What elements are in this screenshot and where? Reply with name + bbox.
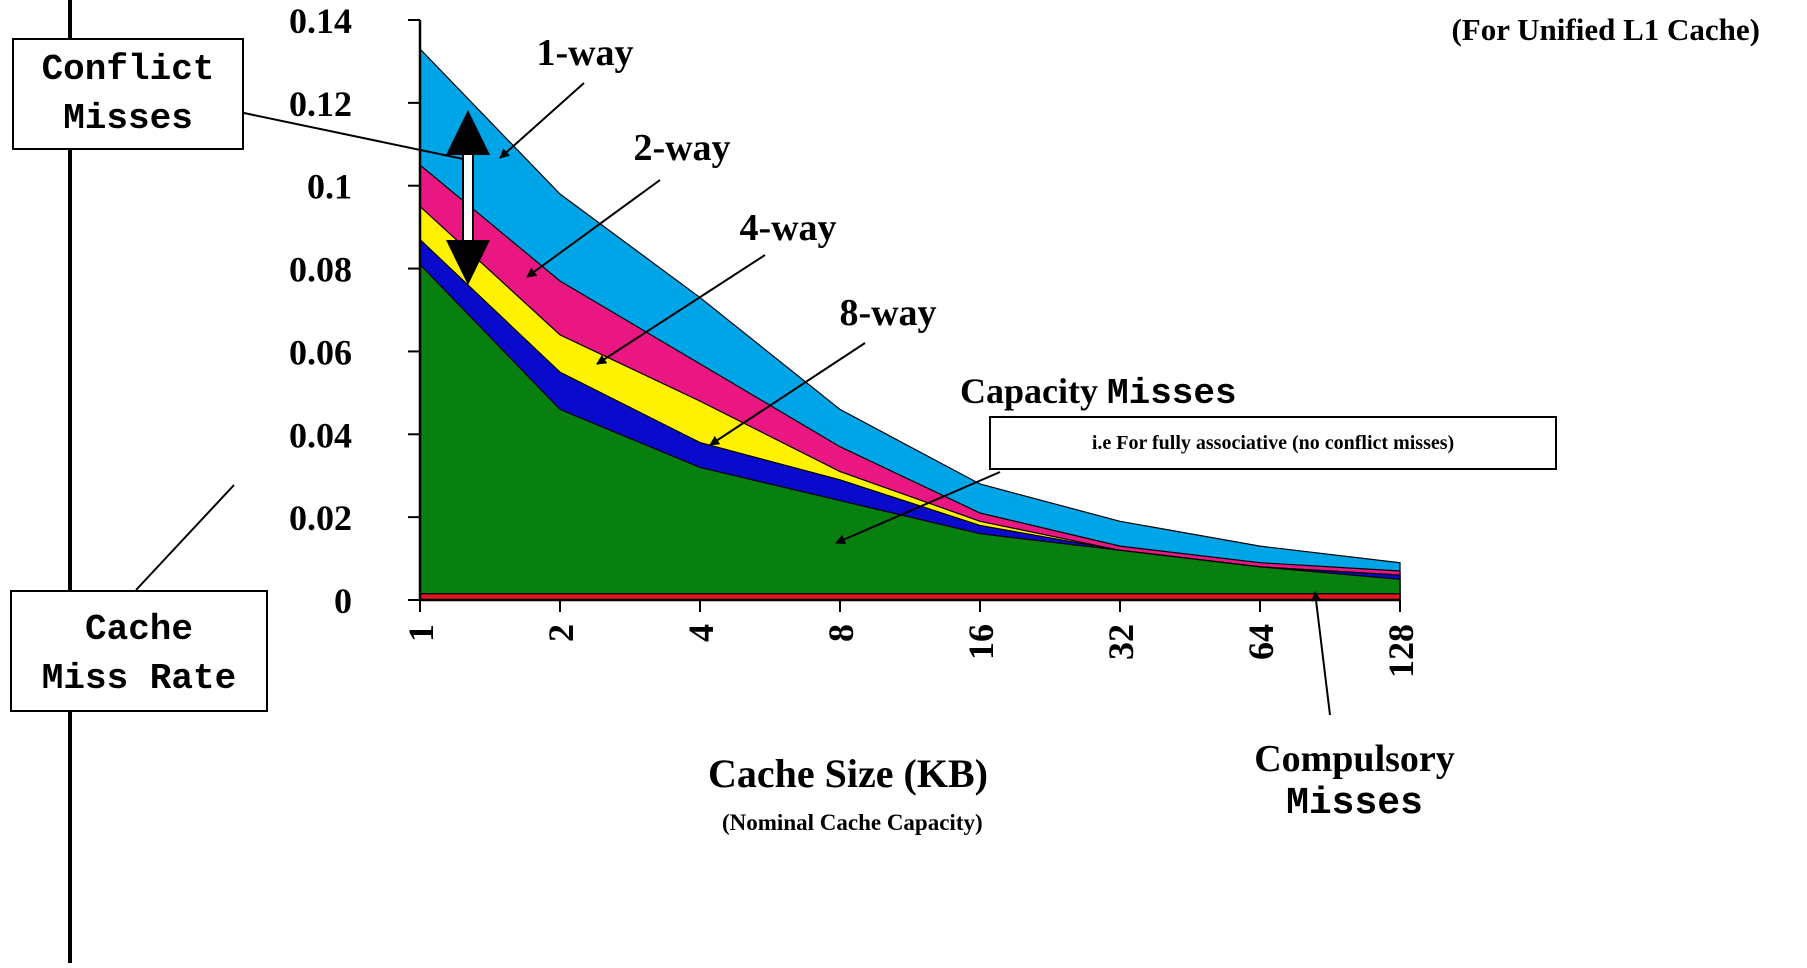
area-compulsory-misses [419, 593, 1401, 601]
arrow-1-way [499, 82, 585, 159]
x-tick-label: 32 [1101, 624, 1141, 660]
arrow-compulsory [1311, 591, 1331, 716]
area-capacity-misses [419, 262, 1401, 601]
series-label-1-way: 1-way [536, 32, 633, 74]
x-tick-label: 16 [961, 624, 1001, 660]
conflict-leader-line [243, 112, 469, 161]
cache-miss-rate-line1: Cache [84, 609, 194, 650]
x-axis-subtitle: (Nominal Cache Capacity) [722, 810, 983, 835]
x-tick-label: 4 [681, 624, 721, 642]
y-tick-label: 0.06 [289, 332, 352, 372]
series-label-2-way: 2-way [633, 127, 730, 169]
y-tick-label: 0.1 [307, 167, 352, 207]
cache-miss-rate-line2: Miss Rate [41, 657, 237, 699]
miss-rate-leader-line [135, 484, 235, 591]
y-tick-label: 0.12 [289, 84, 352, 124]
conflict-misses-box: Conflict Misses [12, 38, 244, 150]
conflict-misses-line2: Misses [63, 97, 193, 139]
tick-labels: 0 0.02 0.04 0.06 0.08 0.1 0.12 0.14 1 2 4 8 16 32 64 12… [289, 1, 1421, 678]
arrow-capacity [835, 471, 1001, 545]
y-tick-label: 0.08 [289, 250, 352, 290]
y-tick-label: 0.02 [289, 498, 352, 538]
conflict-misses-line1: Conflict [41, 49, 215, 90]
compulsory-misses-label: Compulsory Misses [1232, 738, 1477, 825]
capacity-misses-label: Capacity Misses [960, 370, 1237, 414]
x-tick-label: 64 [1241, 624, 1281, 660]
x-tick-label: 8 [821, 624, 861, 642]
series-label-8-way: 8-way [839, 292, 936, 334]
compulsory-line2: Misses [1286, 781, 1423, 825]
compulsory-line1: Compulsory [1254, 738, 1455, 780]
y-tick-label: 0 [334, 581, 352, 621]
axes [68, 0, 1401, 963]
conflict-arrow-head-down [446, 240, 490, 285]
arrow-2-way [526, 179, 661, 278]
x-tick-label: 2 [541, 624, 581, 642]
x-tick-label: 1 [401, 624, 441, 642]
annotation-arrows [135, 82, 1331, 716]
area-layers [419, 47, 1401, 601]
fully-associative-note: i.e For fully associative (no conflict m… [989, 416, 1557, 470]
x-axis-title: Cache Size (KB) [708, 751, 988, 796]
conflict-arrow-head-up [446, 110, 490, 155]
arrow-8-way [709, 342, 866, 446]
x-tick-label: 128 [1381, 624, 1421, 678]
y-tick-label: 0.04 [289, 415, 352, 455]
chart-subtitle: (For Unified L1 Cache) [1451, 12, 1760, 47]
y-tick-label: 0.14 [289, 1, 352, 41]
capacity-misses-word: Misses [1107, 373, 1237, 414]
cache-miss-rate-box: Cache Miss Rate [10, 590, 268, 712]
series-label-4-way: 4-way [739, 207, 836, 249]
arrow-4-way [596, 254, 766, 365]
capacity-word: Capacity [960, 371, 1098, 411]
